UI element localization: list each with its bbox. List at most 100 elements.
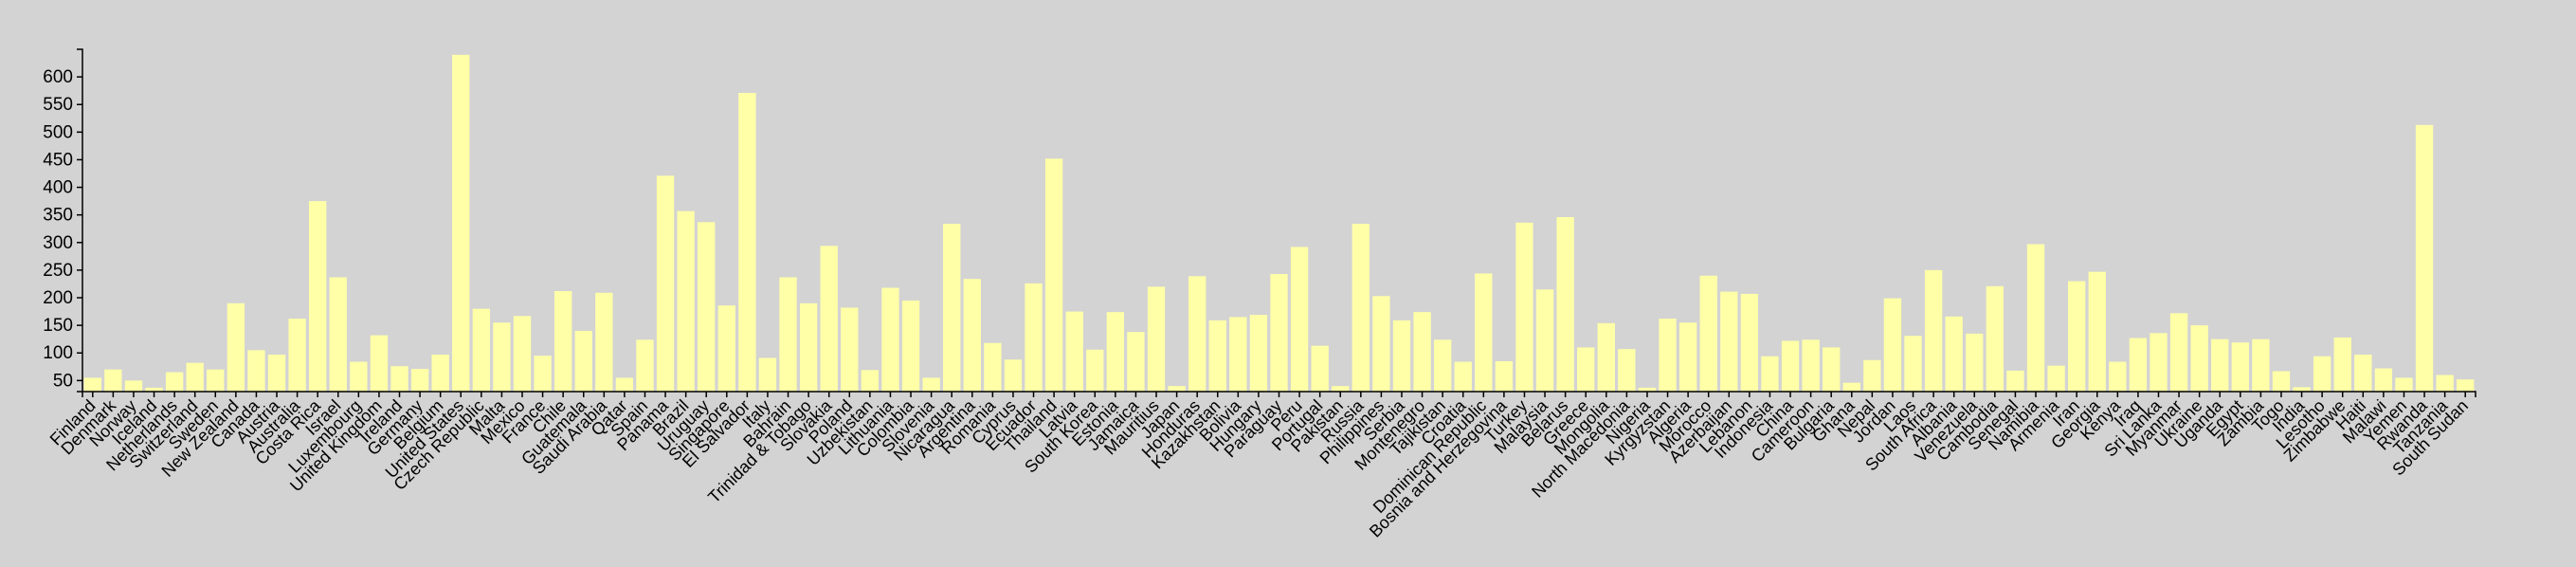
bar-bulgaria bbox=[1823, 347, 1841, 392]
bar-laos bbox=[1904, 336, 1922, 392]
y-axis-line bbox=[77, 48, 83, 393]
bar-mexico bbox=[513, 316, 532, 392]
bar-south-sudan bbox=[2457, 379, 2475, 392]
bar-cambodia bbox=[1986, 285, 2005, 392]
bar-bahrain bbox=[779, 277, 797, 392]
bar-venezuela bbox=[1966, 333, 1984, 392]
bar-haiti bbox=[2354, 354, 2372, 392]
bar-south-africa bbox=[1924, 269, 1943, 392]
bar-tajikistan bbox=[1433, 339, 1452, 392]
bar-bosnia-and-herzegovina bbox=[1495, 360, 1514, 392]
bar-egypt bbox=[2231, 342, 2249, 392]
bar-jamaica bbox=[1127, 332, 1145, 392]
bar-iraq bbox=[2129, 338, 2148, 392]
y-axis: 50 100 150 200 250 300 350 400 450 500 550 600 bbox=[43, 48, 83, 393]
bar-nigeria bbox=[1638, 387, 1657, 392]
bar-singapore bbox=[717, 305, 735, 392]
bar-algeria bbox=[1678, 322, 1697, 392]
bar-luxembourg bbox=[350, 361, 368, 392]
bar-brazil bbox=[677, 210, 695, 392]
bar-netherlands bbox=[165, 372, 184, 392]
bar-costa-rica bbox=[309, 201, 327, 392]
bar-croatia bbox=[1454, 361, 1472, 392]
y-tick-label: 400 bbox=[43, 178, 73, 198]
bar-ghana bbox=[1842, 382, 1860, 392]
bar-switzerland bbox=[186, 362, 204, 392]
bar-panama bbox=[656, 175, 675, 392]
bar-malawi bbox=[2374, 368, 2393, 392]
bar-indonesia bbox=[1761, 356, 1779, 392]
bar-cameroon bbox=[1802, 339, 1820, 392]
bar-chile bbox=[553, 291, 572, 392]
bar-trinidad-tobago bbox=[799, 302, 818, 392]
bar-jordan bbox=[1883, 298, 1902, 392]
bar-mauritius bbox=[1147, 286, 1166, 392]
bar-iran bbox=[2067, 281, 2086, 392]
bar-yemen bbox=[2395, 377, 2413, 392]
bar-india bbox=[2293, 387, 2311, 392]
bar-rwanda bbox=[2415, 124, 2434, 392]
bar-uganda bbox=[2211, 338, 2229, 392]
bar-morocco bbox=[1699, 275, 1717, 392]
bar-saudi-arabia bbox=[595, 292, 613, 392]
bar-kazakhstan bbox=[1208, 320, 1226, 392]
y-tick-label: 600 bbox=[43, 67, 73, 87]
bar-ireland bbox=[390, 366, 408, 392]
bar-dominican-republic bbox=[1475, 273, 1493, 392]
bar-albania bbox=[1945, 316, 1963, 392]
bar-zimbabwe bbox=[2333, 337, 2351, 392]
bar-el-salvador bbox=[738, 93, 756, 392]
bar-czech-republic bbox=[472, 308, 490, 392]
bar-myanmar bbox=[2169, 313, 2188, 392]
bar-mongolia bbox=[1597, 322, 1615, 392]
bar-sweden bbox=[207, 369, 225, 392]
bar-france bbox=[534, 356, 552, 392]
bar-canada bbox=[247, 350, 265, 392]
bar-greece bbox=[1577, 347, 1595, 392]
bar-turkey bbox=[1515, 222, 1533, 392]
bar-uzbekistan bbox=[861, 370, 880, 392]
bar-serbia bbox=[1392, 320, 1411, 392]
bar-ukraine bbox=[2190, 325, 2208, 392]
y-tick-label: 350 bbox=[43, 206, 73, 226]
bar-lesotho bbox=[2313, 356, 2331, 392]
bar-russia bbox=[1351, 223, 1370, 392]
bar-montenegro bbox=[1413, 312, 1431, 392]
bar-uruguay bbox=[698, 222, 716, 392]
bar-honduras bbox=[1188, 276, 1206, 392]
bar-peru bbox=[1290, 247, 1309, 392]
bar-new-zealand bbox=[227, 302, 245, 392]
bar-latvia bbox=[1065, 311, 1083, 392]
bar-ecuador bbox=[1025, 283, 1043, 392]
bar-kyrgyzstan bbox=[1659, 319, 1677, 392]
bar-romania bbox=[984, 342, 1002, 392]
bar-kenya bbox=[2109, 361, 2127, 392]
y-tick-label: 300 bbox=[43, 233, 73, 253]
bar-guatemala bbox=[574, 330, 592, 392]
bar-argentina bbox=[963, 279, 981, 392]
bar-philippines bbox=[1372, 296, 1390, 392]
bar-italy bbox=[758, 357, 777, 392]
bar-iceland bbox=[145, 387, 163, 392]
bar-zambia bbox=[2252, 338, 2270, 392]
bar-hungary bbox=[1249, 315, 1268, 392]
bar-australia bbox=[288, 319, 306, 392]
bar-namibia bbox=[2026, 244, 2045, 392]
bar-tanzania bbox=[2436, 375, 2454, 392]
bar-armenia bbox=[2047, 365, 2065, 392]
bar-malta bbox=[493, 322, 511, 392]
bar-israel bbox=[329, 277, 347, 392]
bar-cyprus bbox=[1004, 359, 1023, 392]
bar-malaysia bbox=[1535, 289, 1554, 392]
bar-spain bbox=[636, 339, 654, 392]
bar-bolivia bbox=[1229, 317, 1247, 392]
bar-lebanon bbox=[1740, 293, 1759, 392]
bar-thailand bbox=[1044, 158, 1063, 392]
bar-south-korea bbox=[1086, 349, 1104, 392]
bar-paraguay bbox=[1270, 273, 1288, 392]
y-tick-label: 100 bbox=[43, 343, 73, 363]
bar-nicaragua bbox=[943, 223, 961, 392]
bars-group bbox=[83, 54, 2475, 392]
bar-united-states bbox=[452, 54, 470, 392]
